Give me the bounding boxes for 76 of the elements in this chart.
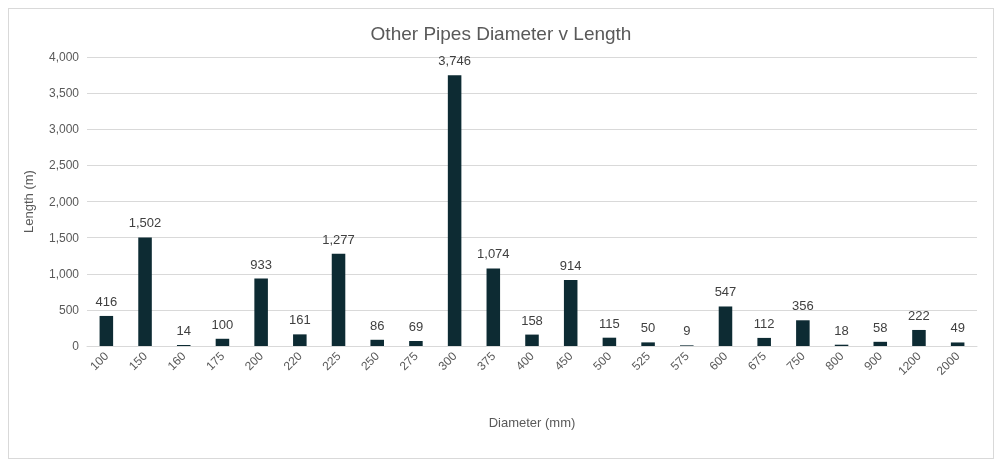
data-label: 86 [369,317,385,333]
data-label: 9 [683,323,691,339]
x-tick-label: 275 [396,348,422,374]
x-tick-label: 900 [861,348,886,374]
x-tick-label: 450 [551,348,576,374]
data-label: 222 [908,307,930,323]
bar [602,337,617,346]
data-label: 1,277 [322,231,355,247]
y-tick-label: 2,000 [48,194,80,209]
data-label: 112 [753,315,775,331]
x-axis-title: Diameter (mm) [488,415,576,430]
data-label: 914 [559,257,582,273]
y-tick-label: 1,500 [48,230,80,245]
data-label: 18 [834,322,849,338]
data-label: 50 [640,320,656,336]
bar [486,268,501,346]
bar [796,320,810,346]
bar [215,338,230,346]
data-label: 356 [792,298,814,314]
bar [563,279,578,346]
y-tick-label: 2,500 [48,158,80,173]
x-tick-label: 250 [358,348,383,374]
x-tick-label: 525 [629,348,654,374]
bar [950,342,965,346]
bar [912,329,926,346]
bar [409,341,423,346]
x-tick-label: 225 [319,348,344,374]
bar [293,334,307,346]
bar [331,253,346,346]
data-label: 14 [176,322,191,338]
x-tick-label: 175 [203,348,228,374]
data-label: 115 [599,315,620,331]
y-tick-label: 3,000 [48,122,80,137]
data-label: 1,502 [128,215,162,231]
data-label: 69 [408,319,424,335]
data-label: 933 [250,256,272,272]
x-tick-label: 375 [474,348,499,374]
y-tick-label: 500 [58,302,80,317]
bar [99,315,114,346]
x-tick-label: 600 [706,348,731,374]
data-label: 49 [950,320,965,336]
x-tick-label: 150 [125,348,151,374]
data-label: 100 [211,316,234,332]
x-tick-label: 100 [87,348,112,374]
bar [718,306,733,346]
bar [525,334,539,346]
y-axis-title: Length (m) [21,170,36,233]
data-label: 58 [873,319,888,335]
y-tick-label: 1,000 [48,266,80,281]
y-tick-label: 4,000 [48,50,80,64]
x-tick-label: 220 [280,348,306,374]
bar [447,75,462,346]
bar [757,337,771,346]
x-tick-label: 675 [745,348,770,374]
data-label: 1,074 [477,246,510,262]
data-label: 161 [288,312,311,328]
x-tick-label: 575 [667,348,692,374]
bar [370,339,384,346]
x-tick-label: 500 [590,348,615,374]
x-tick-label: 400 [512,348,538,374]
x-tick-label: 200 [242,348,267,374]
x-tick-label: 160 [164,348,189,374]
data-label: 158 [521,312,543,328]
x-tick-label: 300 [435,348,460,374]
data-label: 3,746 [438,53,471,69]
bar [138,237,152,346]
bar [641,342,655,346]
chart-title: Other Pipes Diameter v Length [370,23,632,44]
bar [873,341,888,346]
x-tick-label: 750 [783,348,809,374]
data-label: 547 [714,284,737,300]
data-label: 416 [95,293,118,309]
y-tick-label: 3,500 [48,86,80,101]
bar [254,278,268,346]
x-tick-label: 800 [822,348,847,374]
y-tick-label: 0 [72,339,80,353]
